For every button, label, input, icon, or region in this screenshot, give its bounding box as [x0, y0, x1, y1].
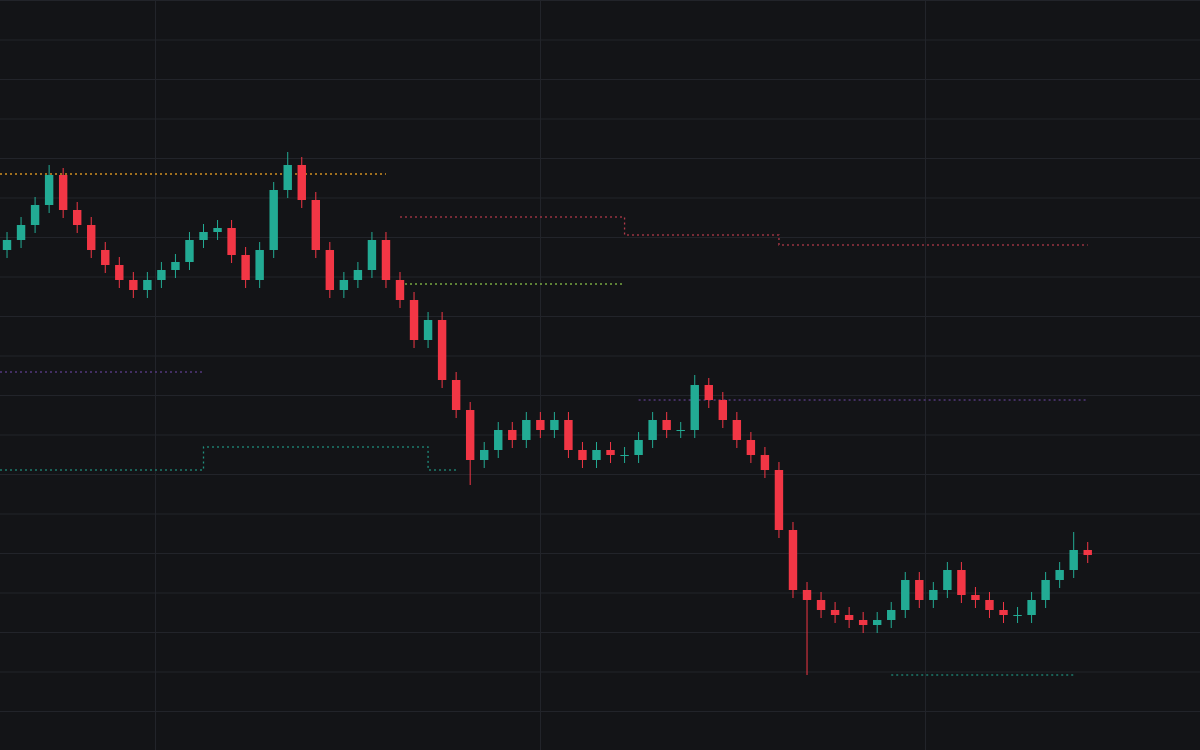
- candle-body: [381, 240, 391, 280]
- candle-body: [943, 570, 952, 590]
- candle-body: [423, 320, 433, 340]
- candle-body: [311, 200, 320, 250]
- candle-body: [872, 620, 882, 625]
- candle-body: [915, 580, 924, 600]
- candle-body: [171, 262, 180, 270]
- candle-body: [58, 175, 68, 210]
- candle-body: [592, 450, 601, 460]
- candle-body: [508, 430, 517, 440]
- candle-body: [101, 250, 110, 265]
- level-line: [400, 216, 1088, 246]
- candle-body: [213, 228, 222, 232]
- candle-body: [830, 610, 840, 615]
- candle-body: [1041, 580, 1050, 600]
- candle-body: [564, 420, 573, 450]
- candle-body: [409, 300, 419, 340]
- candle-body: [522, 420, 531, 440]
- candle-body: [1027, 600, 1036, 615]
- candle-body: [648, 420, 657, 440]
- candle-body: [283, 165, 292, 190]
- candle-body: [957, 570, 966, 595]
- candle-body: [72, 210, 82, 225]
- candle-body: [634, 440, 643, 455]
- candle-body: [1083, 550, 1092, 555]
- candle-body: [929, 590, 938, 600]
- candle-body: [901, 580, 910, 610]
- candle-body: [269, 190, 278, 250]
- candle-body: [367, 240, 377, 270]
- candle-body: [2, 240, 12, 250]
- candle-body: [985, 600, 994, 610]
- candle-body: [550, 420, 559, 430]
- candle-body: [760, 455, 770, 470]
- candle-body: [30, 205, 40, 225]
- candle-body: [480, 450, 489, 460]
- candle-body: [16, 225, 26, 240]
- candle-body: [620, 455, 629, 456]
- candle-body: [115, 265, 124, 280]
- candle-body: [887, 610, 896, 620]
- candle-body: [732, 420, 742, 440]
- candle-body: [297, 165, 306, 200]
- candle-body: [858, 620, 868, 625]
- candle-body: [395, 280, 405, 300]
- candle-body: [578, 450, 587, 460]
- candle-body: [718, 400, 728, 420]
- candle-body: [465, 410, 475, 460]
- candle-body: [802, 590, 812, 600]
- candle-body: [816, 600, 826, 610]
- candle-body: [325, 250, 335, 290]
- candle-body: [494, 430, 503, 450]
- level-line: [0, 446, 457, 471]
- candle-body: [676, 430, 685, 431]
- candle-body: [774, 470, 784, 530]
- candle-body: [451, 380, 461, 410]
- candle-body: [1055, 570, 1064, 580]
- candle-body: [606, 450, 615, 455]
- candle-body: [241, 255, 250, 280]
- candle-body: [704, 385, 713, 400]
- candle-body: [1069, 550, 1078, 570]
- candle-body: [662, 420, 671, 430]
- candle-body: [999, 610, 1008, 615]
- candle-body: [199, 232, 208, 240]
- candle-body: [746, 440, 756, 455]
- candle-body: [87, 225, 96, 250]
- candle-body: [788, 530, 798, 590]
- candle-body: [353, 270, 363, 280]
- candle-body: [157, 270, 166, 280]
- candle-body: [437, 320, 447, 380]
- candle-body: [44, 175, 54, 205]
- candle-body: [971, 595, 980, 600]
- candle-body: [339, 280, 349, 290]
- candle-body: [185, 240, 194, 262]
- candle-body: [690, 385, 699, 430]
- candle-body: [129, 280, 138, 290]
- candle-body: [227, 228, 236, 255]
- candle-body: [536, 420, 545, 430]
- candle-body: [255, 250, 264, 280]
- candle-body: [844, 615, 854, 620]
- candle-body: [143, 280, 152, 290]
- candle-body: [1013, 615, 1022, 616]
